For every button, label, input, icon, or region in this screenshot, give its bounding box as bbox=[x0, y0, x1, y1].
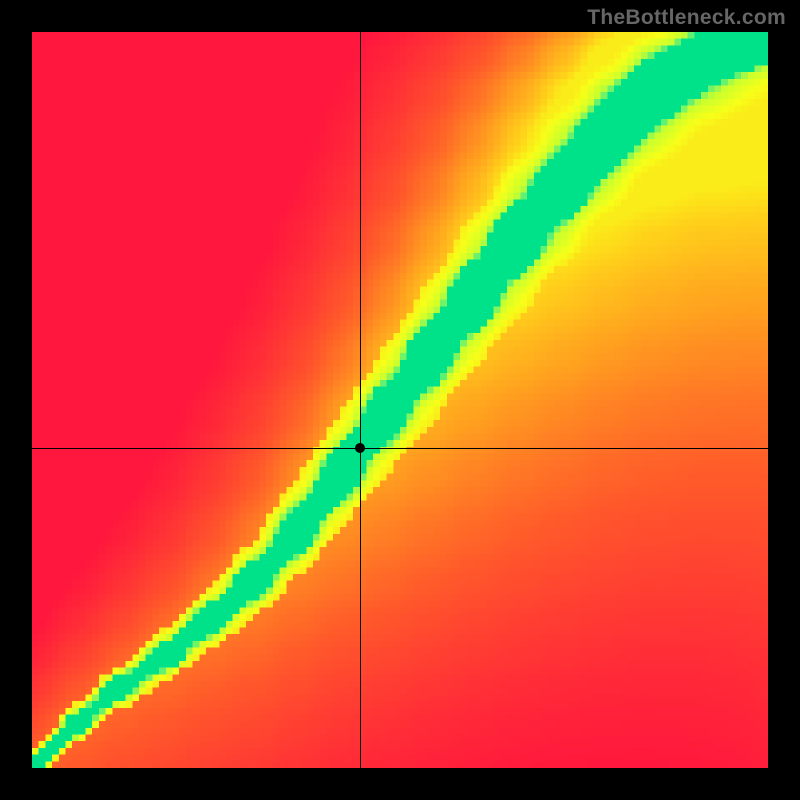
crosshair-horizontal bbox=[32, 448, 768, 449]
watermark-text: TheBottleneck.com bbox=[587, 6, 786, 30]
heatmap-canvas bbox=[32, 32, 768, 768]
crosshair-marker bbox=[355, 443, 365, 453]
plot-area bbox=[32, 32, 768, 768]
crosshair-vertical bbox=[360, 32, 361, 768]
